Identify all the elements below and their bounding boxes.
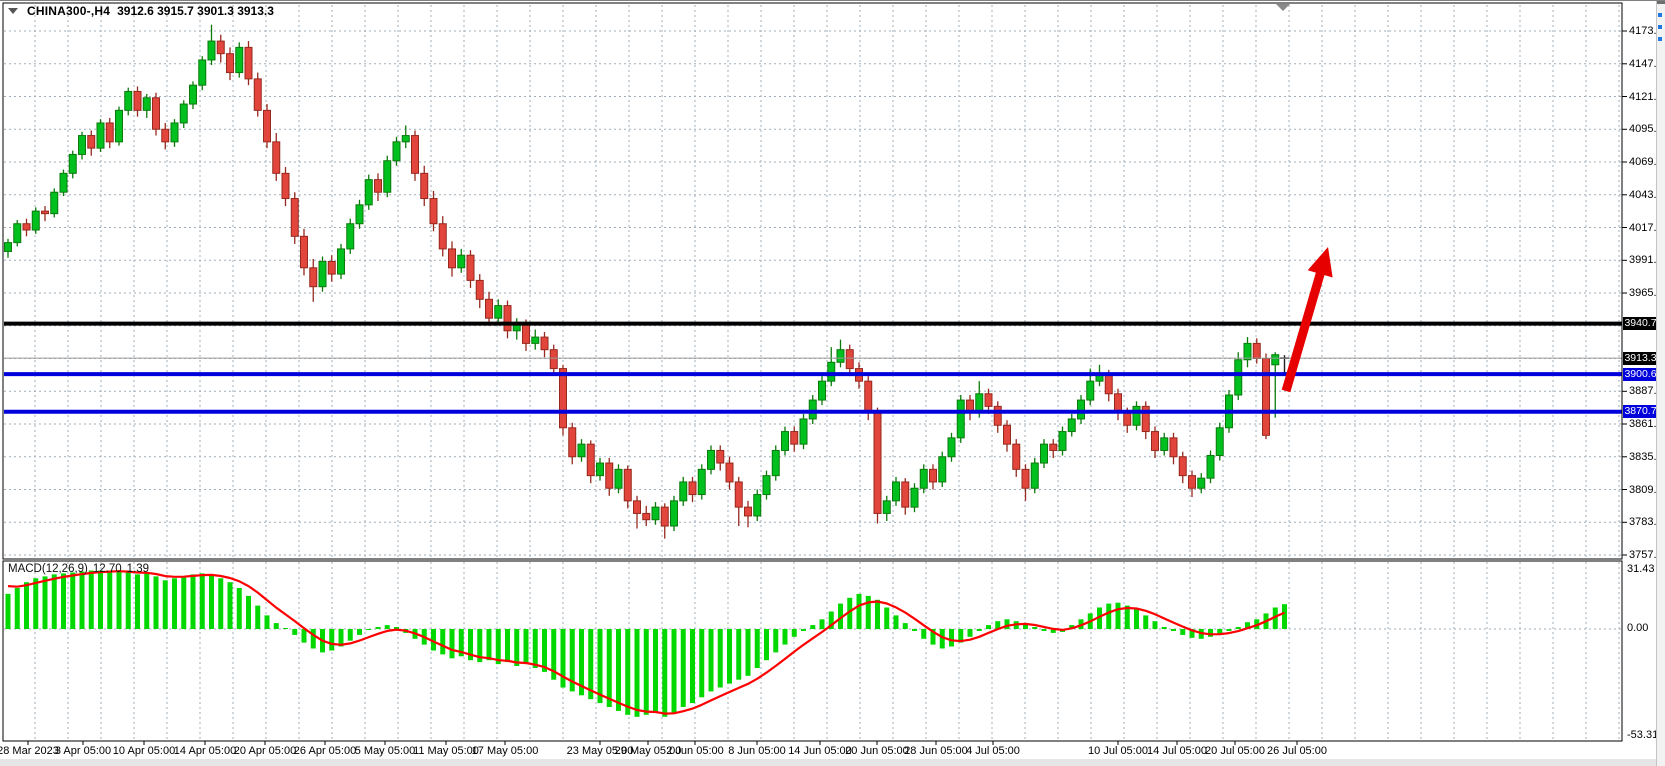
macd-axis-upper: 31.43 — [1627, 563, 1655, 575]
time-tick-label: 10 Apr 05:00 — [112, 745, 176, 757]
price-tick-label: 4121.0 — [1629, 90, 1663, 103]
ohlc-values: 3912.6 3915.7 3901.3 3913.3 — [117, 4, 274, 18]
price-tick-label: 4095.0 — [1629, 123, 1663, 136]
time-tick-label: 4 Jul 05:00 — [966, 745, 1020, 757]
macd-axis-lower: -53.31 — [1627, 729, 1659, 741]
time-tick-label: 14 Apr 05:00 — [173, 745, 237, 757]
price-level-tag: 3913.3 — [1623, 351, 1658, 365]
bottom-margin — [0, 759, 1657, 766]
shift-marker-icon — [1276, 4, 1290, 11]
macd-main-value: 12.70 — [92, 563, 122, 575]
buy-arrow-annotation — [1281, 247, 1333, 393]
scrollbar-mark — [1658, 37, 1662, 41]
macd-name: MACD(12,26,9) — [8, 563, 88, 575]
price-level-tag: 3940.7 — [1623, 317, 1658, 331]
price-tick-label: 4173.0 — [1629, 25, 1663, 37]
time-tick-label: 2 Jun 05:00 — [666, 745, 724, 757]
time-tick-label: 26 Apr 05:00 — [293, 745, 357, 757]
macd-axis-zero: 0.00 — [1627, 622, 1649, 634]
macd-indicator-label: MACD(12,26,9) 12.70 1.39 — [8, 563, 154, 575]
time-tick-label: 20 Jul 05:00 — [1205, 745, 1265, 757]
time-tick-label: 20 Jun 05:00 — [845, 745, 909, 757]
symbol-dropdown-icon[interactable] — [8, 8, 18, 14]
price-tick-label: 3835.0 — [1629, 450, 1663, 463]
price-tick-label: 3809.0 — [1629, 483, 1663, 496]
time-tick-label: 26 Jul 05:00 — [1267, 745, 1327, 757]
price-tick-label: 3757.0 — [1629, 549, 1663, 561]
time-tick-label: 14 Jul 05:00 — [1147, 745, 1207, 757]
time-tick-label: 14 Jun 05:00 — [788, 745, 852, 757]
price-tick-label: 3965.0 — [1629, 287, 1663, 299]
time-tick-label: 10 Jul 05:00 — [1088, 745, 1148, 757]
chart-title: CHINA300-,H4 3912.6 3915.7 3901.3 3913.3 — [8, 4, 274, 18]
macd-signal-value: 1.39 — [126, 563, 150, 575]
time-tick-label: 5 May 05:00 — [354, 745, 416, 757]
price-tick-label: 4043.0 — [1629, 188, 1663, 201]
time-tick-label: 17 May 05:00 — [471, 745, 539, 757]
time-tick-label: 8 Jun 05:00 — [728, 745, 786, 757]
time-tick-label: 3 Apr 05:00 — [54, 745, 112, 757]
scrollbar[interactable] — [1656, 1, 1665, 766]
symbol-period-label: CHINA300-,H4 — [27, 4, 111, 18]
price-tick-label: 3991.0 — [1629, 254, 1663, 267]
time-tick-label: 28 Jun 05:00 — [904, 745, 968, 757]
scrollbar-mark — [1658, 25, 1662, 29]
time-tick-label: 29 May 05:00 — [614, 745, 682, 757]
price-tick-label: 4017.0 — [1629, 221, 1663, 234]
time-tick-label: 23 May 05:00 — [566, 745, 634, 757]
scrollbar-mark — [1658, 13, 1662, 17]
price-tick-label: 4069.0 — [1629, 156, 1663, 168]
price-level-tag: 3870.7 — [1623, 405, 1658, 419]
time-tick-label: 11 May 05:00 — [413, 745, 479, 757]
price-tick-label: 4147.0 — [1629, 57, 1663, 70]
scrollbar-cap — [1657, 1, 1665, 4]
time-tick-label: 20 Apr 05:00 — [233, 745, 297, 757]
price-level-tag: 3900.6 — [1623, 367, 1658, 381]
price-tick-label: 3861.0 — [1629, 418, 1663, 430]
price-tick-label: 3887.0 — [1629, 385, 1663, 398]
time-tick-label: 28 Mar 2023 — [0, 745, 59, 757]
price-tick-label: 3783.0 — [1629, 516, 1663, 529]
